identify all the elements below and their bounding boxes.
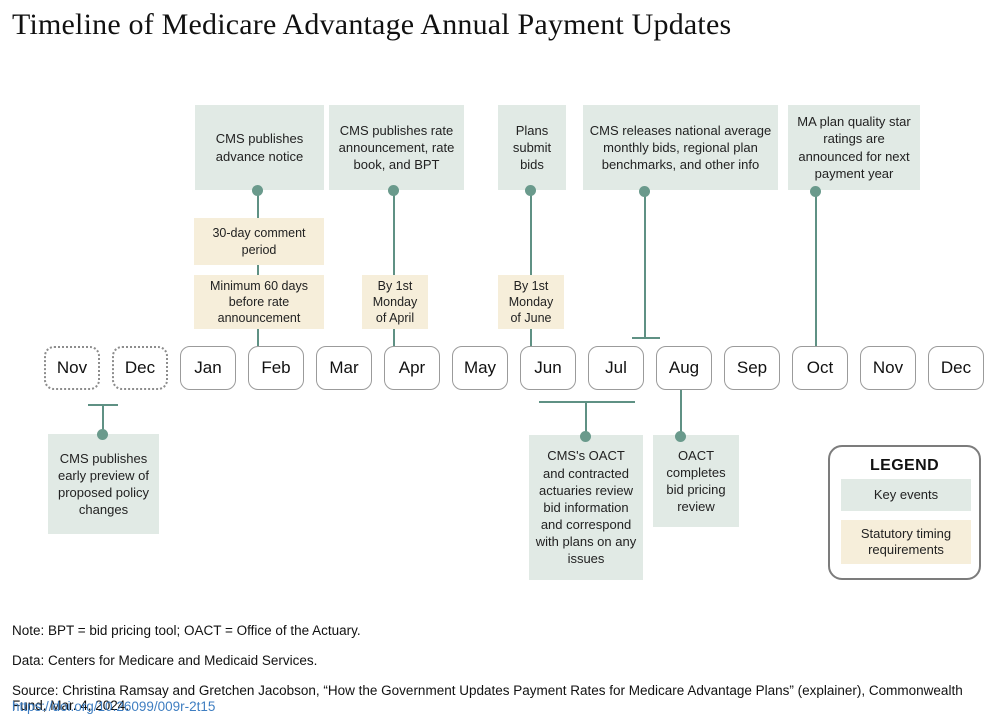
legend-panel: LEGEND Key events Statutory timing requi…	[828, 445, 981, 580]
connector-dot	[97, 429, 108, 440]
event-label: CMS releases national average monthly bi…	[589, 122, 772, 173]
connector-line-oact-review	[585, 401, 587, 436]
month-box-oct: Oct	[792, 346, 848, 390]
event-box-advance-notice: CMS publishes advance notice	[195, 105, 324, 190]
event-box-plans-submit-bids: Plans submit bids	[498, 105, 566, 190]
legend-title: LEGEND	[869, 457, 940, 474]
event-label: CMS publishes advance notice	[215, 131, 304, 164]
connector-line-oact-completes	[680, 390, 682, 436]
event-label: OACT completes bid pricing review	[666, 447, 726, 515]
statutory-label: Minimum 60 days before rate announcement	[210, 278, 308, 326]
month-box-nov: Nov	[860, 346, 916, 390]
statutory-box-comment-period: 30-day comment period	[194, 218, 324, 265]
month-box-aug: Aug	[656, 346, 712, 390]
connector-dot	[639, 186, 650, 197]
event-box-oact-completes: OACT completes bid pricing review	[653, 435, 739, 527]
month-box-jun: Jun	[520, 346, 576, 390]
month-box-may: May	[452, 346, 508, 390]
event-box-oact-review: CMS's OACT and contracted actuaries revi…	[529, 435, 643, 580]
event-label: Plans submit bids	[512, 122, 552, 173]
month-box-jan: Jan	[180, 346, 236, 390]
statutory-box-by-june: By 1st Monday of June	[498, 275, 564, 329]
month-box-dec: Dec	[928, 346, 984, 390]
event-label: CMS's OACT and contracted actuaries revi…	[535, 448, 637, 567]
connector-dot	[388, 185, 399, 196]
month-box-apr: Apr	[384, 346, 440, 390]
connector-line-star-ratings	[815, 192, 817, 346]
month-box-jul: Jul	[588, 346, 644, 390]
page-title: Timeline of Medicare Advantage Annual Pa…	[12, 8, 732, 41]
event-box-rate-announcement: CMS publishes rate announcement, rate bo…	[329, 105, 464, 190]
data-line: Data: Centers for Medicare and Medicaid …	[12, 653, 318, 668]
connector-dot	[675, 431, 686, 442]
connector-tbar-oact-review	[539, 401, 635, 403]
doi-link[interactable]: https://doi.org/10.26099/009r-2t15	[12, 699, 216, 714]
event-label: CMS publishes early preview of proposed …	[57, 450, 150, 518]
event-box-early-preview: CMS publishes early preview of proposed …	[48, 434, 159, 534]
connector-tbar-national-bids	[632, 337, 660, 339]
legend-item-statutory: Statutory timing requirements	[841, 520, 971, 564]
connector-dot	[580, 431, 591, 442]
connector-dot	[252, 185, 263, 196]
month-box-nov-prev: Nov	[44, 346, 100, 390]
legend-item-key-events: Key events	[841, 479, 971, 511]
event-label: MA plan quality star ratings are announc…	[797, 114, 911, 181]
connector-line-rate-announcement	[393, 190, 395, 346]
connector-line-early-preview	[102, 404, 104, 435]
connector-dot	[810, 186, 821, 197]
month-box-sep: Sep	[724, 346, 780, 390]
legend-item-label: Key events	[873, 486, 939, 502]
statutory-box-min-60-days: Minimum 60 days before rate announcement	[194, 275, 324, 329]
source-line: Source: Christina Ramsay and Gretchen Ja…	[12, 683, 963, 713]
event-box-star-ratings: MA plan quality star ratings are announc…	[788, 105, 920, 190]
month-box-dec-prev: Dec	[112, 346, 168, 390]
connector-line-plans-bids	[530, 190, 532, 346]
connector-line-advance-notice	[257, 190, 259, 346]
event-box-national-bids: CMS releases national average monthly bi…	[583, 105, 778, 190]
note-line: Note: BPT = bid pricing tool; OACT = Off…	[12, 623, 361, 638]
statutory-box-by-april: By 1st Monday of April	[362, 275, 428, 329]
month-box-feb: Feb	[248, 346, 304, 390]
statutory-label: By 1st Monday of April	[372, 278, 418, 326]
event-label: CMS publishes rate announcement, rate bo…	[338, 122, 455, 173]
connector-dot	[525, 185, 536, 196]
connector-line-national-bids	[644, 192, 646, 338]
statutory-label: By 1st Monday of June	[508, 278, 554, 326]
month-box-mar: Mar	[316, 346, 372, 390]
statutory-label: 30-day comment period	[212, 226, 306, 257]
legend-item-label: Statutory timing requirements	[860, 525, 952, 557]
